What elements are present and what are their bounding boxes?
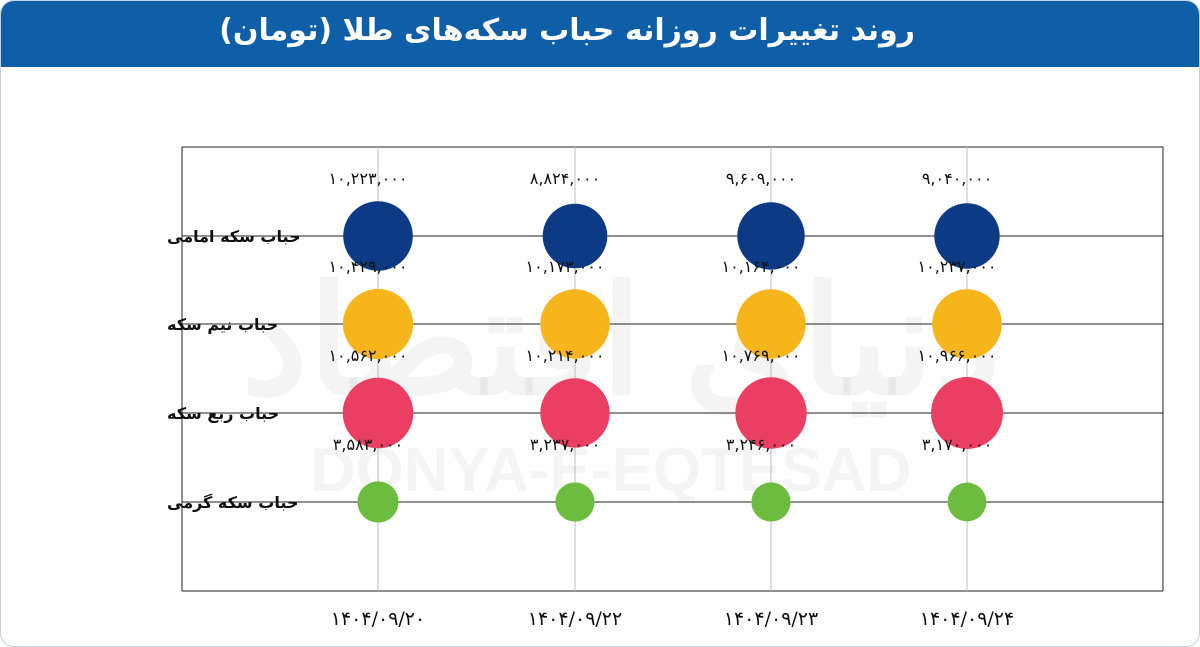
bubble xyxy=(342,288,414,360)
bubble xyxy=(555,482,595,522)
data-label: ۹,۶۰۹,۰۰۰ xyxy=(726,169,796,188)
bubble xyxy=(947,482,987,522)
bubble xyxy=(737,202,805,270)
bubble xyxy=(934,203,1000,269)
data-label: ۳,۱۷۰,۰۰۰ xyxy=(922,435,992,454)
data-label: ۱۰,۱۶۴,۰۰۰ xyxy=(722,257,801,276)
data-label: ۱۰,۲۲۳,۰۰۰ xyxy=(329,169,408,188)
data-label: ۱۰,۷۶۹,۰۰۰ xyxy=(722,346,801,365)
row-label: حباب نیم سکه xyxy=(167,315,278,334)
x-tick-label: ۱۴۰۴/۰۹/۲۲ xyxy=(528,608,622,630)
chart-header: روند تغییرات روزانه حباب سکه‌های طلا (تو… xyxy=(1,1,1199,67)
row-label: حباب سکه گرمی xyxy=(167,493,298,512)
x-axis-ticks: ۱۴۰۴/۰۹/۲۰ ۱۴۰۴/۰۹/۲۲ ۱۴۰۴/۰۹/۲۳ ۱۴۰۴/۰۹/۲۴ xyxy=(331,608,1014,630)
x-tick-label: ۱۴۰۴/۰۹/۲۴ xyxy=(920,608,1014,630)
data-label: ۳,۵۸۳,۰۰۰ xyxy=(333,435,403,454)
bubble xyxy=(343,201,413,271)
row-label: حباب سکه امامی xyxy=(167,227,301,246)
data-labels: ۱۰,۲۲۳,۰۰۰ ۸,۸۲۴,۰۰۰ ۹,۶۰۹,۰۰۰ ۹,۰۴۰,۰۰۰ ۱۰,… xyxy=(329,169,997,454)
bubble xyxy=(542,203,608,269)
data-label: ۱۰,۱۷۳,۰۰۰ xyxy=(526,257,605,276)
row-labels: حباب سکه امامی حباب نیم سکه حباب ربع سکه حب… xyxy=(167,227,301,512)
data-label: ۸,۸۲۴,۰۰۰ xyxy=(530,169,600,188)
bubble xyxy=(735,377,807,449)
bubble xyxy=(342,377,414,449)
data-label: ۱۰,۲۱۴,۰۰۰ xyxy=(526,346,605,365)
data-label: ۱۰,۴۲۹,۰۰۰ xyxy=(329,257,408,276)
data-label: ۱۰,۵۶۲,۰۰۰ xyxy=(329,346,408,365)
row-label: حباب ربع سکه xyxy=(167,404,279,423)
data-label: ۱۰,۲۳۷,۰۰۰ xyxy=(918,257,997,276)
chart-title: روند تغییرات روزانه حباب سکه‌های طلا (تو… xyxy=(219,13,915,48)
x-tick-label: ۱۴۰۴/۰۹/۲۰ xyxy=(331,608,425,630)
bubble xyxy=(751,482,791,522)
watermark: دنیای اقتصاد DONYA-E-EQTESAD xyxy=(241,257,1001,505)
data-label: ۳,۲۳۷,۰۰۰ xyxy=(530,435,600,454)
x-tick-label: ۱۴۰۴/۰۹/۲۳ xyxy=(724,608,818,630)
bubble xyxy=(540,289,610,359)
data-label: ۱۰,۹۶۶,۰۰۰ xyxy=(918,346,997,365)
bubble xyxy=(540,378,610,448)
bubble xyxy=(931,377,1003,449)
bubble xyxy=(932,289,1002,359)
data-label: ۹,۰۴۰,۰۰۰ xyxy=(922,169,992,188)
watermark-latin: DONYA-E-EQTESAD xyxy=(311,436,912,505)
data-label: ۳,۲۴۶,۰۰۰ xyxy=(726,435,796,454)
bubbles xyxy=(342,201,1003,523)
bubble xyxy=(736,289,806,359)
bubble xyxy=(357,481,399,523)
